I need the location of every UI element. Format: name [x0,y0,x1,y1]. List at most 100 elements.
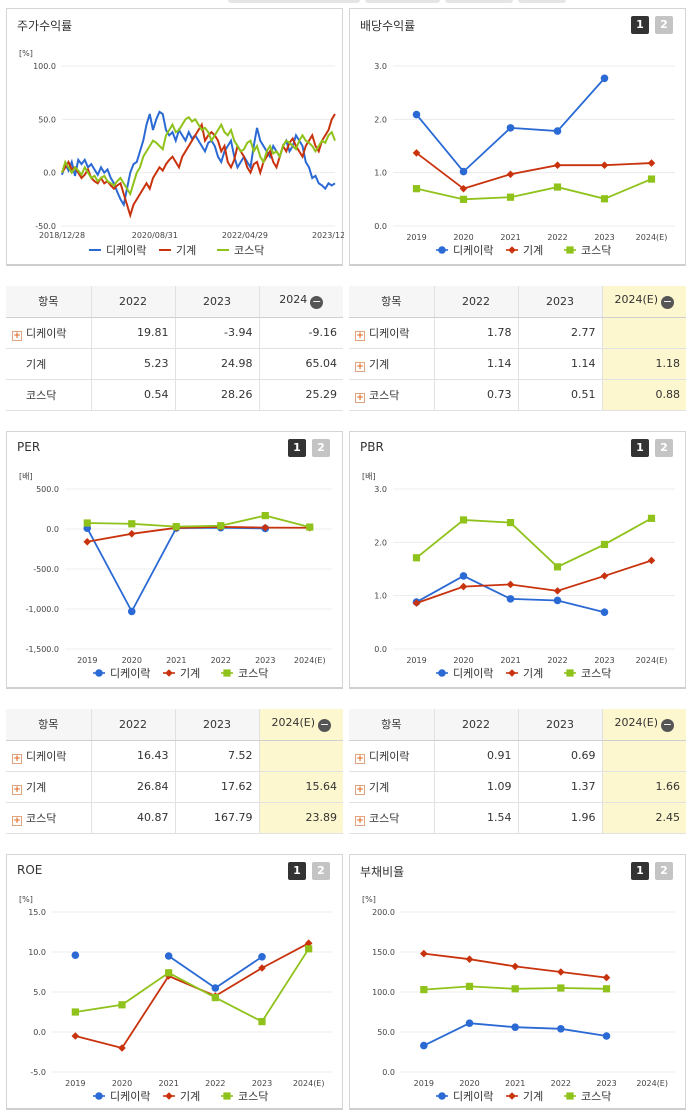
page-2-button[interactable]: 2 [655,862,673,880]
plus-box-icon[interactable]: + [12,330,22,341]
data-point [71,951,80,959]
data-point [553,127,562,135]
row-label-cell[interactable]: + 디케이락 [6,317,91,349]
page-1-button[interactable]: 1 [631,16,649,34]
x-tick-label: 2022/04/29 [222,231,268,240]
column-header-label: 2022 [119,294,147,308]
minus-circle-icon[interactable]: − [310,295,324,310]
table-cell: 0.88 [601,379,686,411]
plus-box-icon[interactable]: + [355,753,365,764]
data-point [566,1092,574,1100]
x-tick-label: 2023 [252,1079,272,1088]
top-tab-edge [518,0,566,3]
data-point [223,1092,231,1100]
data-point [506,519,515,527]
row-label: 디케이락 [369,749,410,763]
table-row: + 기계 1.09 1.37 1.66 [349,771,686,803]
panel-header: 부채비율 1 2 [350,855,685,885]
row-label: 기계 [26,780,47,794]
pbr-table: 항목 2022 2023 2024(E) − + 디케이락 0.91 0.69 + 기계 1.09 1.… [349,709,686,834]
data-point [465,1019,474,1027]
x-tick-label: 2020 [112,1079,132,1088]
page-1-button[interactable]: 1 [288,439,306,457]
plus-box-icon[interactable]: + [355,330,365,341]
row-label-cell[interactable]: + 기계 [6,771,91,803]
page-1-button[interactable]: 1 [631,439,649,457]
legend-label: 기계 [523,667,543,680]
plus-box-icon[interactable]: + [355,361,365,372]
column-header-label: 항목 [381,295,402,309]
row-label-cell[interactable]: + 디케이락 [6,740,91,772]
plus-box-icon[interactable]: + [12,784,22,795]
legend-label: 디케이락 [453,244,493,257]
stock-return-table: 항목 2022 2023 2024− + 디케이락 19.81 -3.94 -9.16 기계 5.2… [6,286,343,411]
row-label-cell[interactable]: + 코스닥 [6,802,91,834]
data-point [164,952,173,960]
plus-box-icon[interactable]: + [355,815,365,826]
row-label-cell: 기계 [6,348,91,380]
row-label: 디케이락 [26,749,67,763]
column-header: 항목 [6,286,91,318]
y-tick-label: -5.0 [30,1068,46,1077]
data-point [602,1032,611,1040]
page-1-button[interactable]: 1 [288,862,306,880]
y-tick-label: 0.0 [374,222,387,231]
series-line [416,178,652,201]
row-label-cell[interactable]: + 코스닥 [349,379,434,411]
row-label-cell[interactable]: + 코스닥 [349,802,434,834]
x-tick-label: 2022 [551,1079,571,1088]
y-tick-label: 500.0 [36,485,59,494]
data-point [600,540,609,549]
x-tick-label: 2024(E) [294,656,326,665]
data-point [258,953,266,961]
page-2-button[interactable]: 2 [655,16,673,34]
row-label-cell[interactable]: + 디케이락 [349,317,434,349]
debt-ratio-panel: 부채비율 1 2 [%] 200.0 150.0 100.0 50.0 0.0 2019 20… [349,854,686,1110]
data-point [71,1032,80,1040]
table-cell [601,317,686,349]
table-cell: 23.89 [258,802,343,834]
minus-circle-icon[interactable]: − [661,295,675,310]
table-cell: 5.23 [90,348,175,380]
page-1-button[interactable]: 1 [631,862,649,880]
series-line [75,948,310,1023]
legend-label: 기계 [523,1090,543,1103]
legend-label: 디케이락 [110,1090,150,1103]
table-cell: 1.18 [601,348,686,380]
data-point [261,523,270,532]
column-header: 항목 [6,709,91,741]
data-point [261,511,269,520]
data-point [412,599,421,607]
plus-box-icon[interactable]: + [12,753,22,764]
x-tick-label: 2020 [459,1079,479,1088]
debt-ratio-chart: [%] 200.0 150.0 100.0 50.0 0.0 2019 2020 2021 202… [362,895,675,1103]
row-label-cell[interactable]: + 디케이락 [349,740,434,772]
x-tick-label: 2021 [500,233,520,242]
data-point [95,1092,103,1100]
row-label: 코스닥 [369,811,400,825]
data-point [557,1025,565,1033]
x-tick-label: 2024(E) [636,1079,668,1088]
table-cell: 26.84 [90,771,175,803]
minus-circle-icon[interactable]: − [318,718,332,733]
page-2-button[interactable]: 2 [655,439,673,457]
table-row: + 디케이락 16.43 7.52 [6,740,343,772]
page-2-button[interactable]: 2 [312,862,330,880]
data-point [165,669,173,677]
legend-label: 코스닥 [234,244,264,257]
plus-box-icon[interactable]: + [355,784,365,795]
column-header: 2022 [90,709,175,741]
x-tick-label: 2019 [77,656,97,665]
table-cell: 167.79 [174,802,259,834]
row-label-cell[interactable]: + 기계 [349,348,434,380]
minus-circle-icon[interactable]: − [661,718,675,733]
table-cell: 24.98 [174,348,259,380]
top-tab-edge [365,0,440,3]
data-point [83,538,92,546]
plus-box-icon[interactable]: + [355,392,365,403]
pbr-chart: [배] 3.0 2.0 1.0 0.0 2019 2020 2021 2022 2023 2024(… [362,472,675,680]
page-2-button[interactable]: 2 [312,439,330,457]
plus-box-icon[interactable]: + [12,815,22,826]
row-label: 디케이락 [369,326,410,340]
row-label-cell[interactable]: + 기계 [349,771,434,803]
